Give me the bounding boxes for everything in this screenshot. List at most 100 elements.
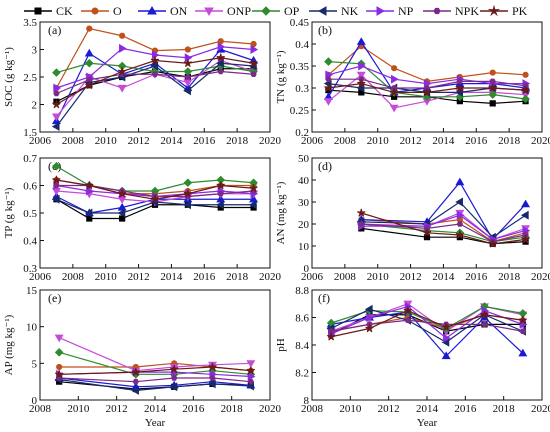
- x-tick-label: 2018: [221, 403, 244, 415]
- data-point: [357, 79, 366, 88]
- y-tick-label: 8.2: [295, 368, 309, 380]
- legend-label: NPK: [455, 4, 479, 18]
- y-tick-label: 15: [26, 285, 38, 297]
- series-pk: [55, 362, 255, 379]
- series-on: [54, 373, 256, 390]
- data-point: [423, 85, 431, 91]
- data-point: [441, 351, 451, 360]
- data-point: [391, 74, 399, 84]
- data-point: [170, 375, 178, 381]
- y-tick-label: 30: [298, 197, 310, 209]
- data-point: [117, 67, 127, 76]
- y-tick-label: 0.6: [23, 181, 37, 193]
- series-line: [330, 308, 524, 343]
- data-point: [216, 58, 224, 68]
- data-point: [249, 194, 259, 203]
- data-point: [327, 332, 336, 341]
- legend-label: CK: [56, 4, 73, 18]
- data-point: [51, 194, 60, 204]
- data-point: [518, 348, 528, 357]
- data-point: [519, 328, 527, 334]
- x-tick-label: 2010: [95, 271, 118, 283]
- series-npk: [53, 68, 257, 97]
- data-point: [391, 65, 398, 72]
- y-tick-label: 0.3: [295, 83, 309, 95]
- data-point: [488, 90, 498, 99]
- data-point: [366, 313, 375, 322]
- series-pk: [52, 175, 258, 203]
- series-line: [361, 214, 526, 241]
- y-tick-label: 0.3: [23, 263, 37, 275]
- data-point: [184, 46, 191, 53]
- series-pk: [327, 306, 527, 341]
- data-point: [53, 182, 60, 189]
- legend-item-on: ON: [138, 4, 188, 18]
- legend-label: O: [113, 4, 122, 18]
- legend-marker: [34, 7, 42, 15]
- data-point: [84, 208, 93, 218]
- data-point: [246, 366, 255, 375]
- data-point: [56, 363, 63, 371]
- data-point: [132, 378, 140, 385]
- data-point: [86, 77, 93, 83]
- legend: CK O ON ONP OP NK NP NPK PK: [24, 4, 528, 18]
- x-tick-label: 2018: [498, 271, 521, 283]
- series-nk: [51, 194, 257, 218]
- x-tick-label: 2012: [106, 403, 128, 415]
- series-nk: [326, 304, 526, 347]
- data-point: [119, 43, 127, 53]
- y-tick-label: 0: [32, 395, 38, 407]
- data-point: [522, 71, 529, 78]
- data-point: [183, 200, 191, 210]
- series-npk: [325, 76, 529, 91]
- legend-item-nk: NK: [309, 4, 359, 18]
- data-point: [357, 208, 366, 217]
- x-tick-label: 2020: [531, 271, 550, 283]
- y-tick-label: 3: [32, 45, 38, 57]
- data-point: [325, 76, 332, 82]
- x-tick-label: 2010: [367, 271, 390, 283]
- x-tick-label: 2012: [378, 403, 400, 415]
- x-tick-label: 2006: [301, 271, 324, 283]
- data-point: [85, 181, 94, 190]
- y-tick-label: 50: [298, 153, 310, 165]
- x-axis-label: Year: [145, 417, 166, 429]
- data-point: [183, 86, 191, 96]
- y-tick-label: 8.8: [295, 285, 309, 297]
- data-point: [442, 322, 451, 331]
- data-point: [217, 42, 226, 52]
- series-pk: [357, 208, 530, 248]
- y-tick-label: 0.45: [290, 17, 310, 29]
- data-point: [150, 61, 159, 71]
- x-tick-label: 2020: [259, 135, 282, 147]
- x-tick-label: 2006: [301, 135, 324, 147]
- data-point: [403, 306, 412, 315]
- data-point: [183, 178, 193, 188]
- x-tick-label: 2006: [29, 271, 52, 283]
- data-point: [216, 194, 226, 203]
- data-point: [356, 37, 366, 45]
- data-point: [249, 59, 258, 67]
- data-point: [389, 104, 399, 113]
- data-point: [358, 76, 365, 82]
- legend-label: OP: [284, 4, 300, 18]
- y-axis-label: TP (g kg⁻¹): [3, 187, 15, 238]
- data-point: [455, 177, 465, 186]
- series-npk: [358, 221, 529, 245]
- legend-marker: [204, 7, 214, 17]
- data-point: [389, 88, 399, 97]
- legend-marker: [487, 4, 501, 17]
- x-tick-label: 2008: [334, 271, 357, 283]
- y-tick-label: 8.4: [295, 340, 309, 352]
- data-point: [356, 71, 366, 80]
- data-point: [522, 83, 529, 89]
- data-point: [521, 199, 531, 208]
- panel-e: 2008 2010 2012 2014 2016 2018 2020 0 5 10 15 (e) AP …: [3, 285, 282, 429]
- plot-frame: [311, 21, 543, 133]
- data-point: [51, 122, 60, 131]
- data-point: [131, 367, 140, 376]
- data-point: [53, 90, 60, 97]
- data-point: [521, 235, 530, 244]
- x-tick-label: 2018: [493, 403, 516, 415]
- panel-f: 2008 2010 2012 2014 2016 2018 2020 8 8.2 8.4 8.6 8.…: [275, 285, 550, 429]
